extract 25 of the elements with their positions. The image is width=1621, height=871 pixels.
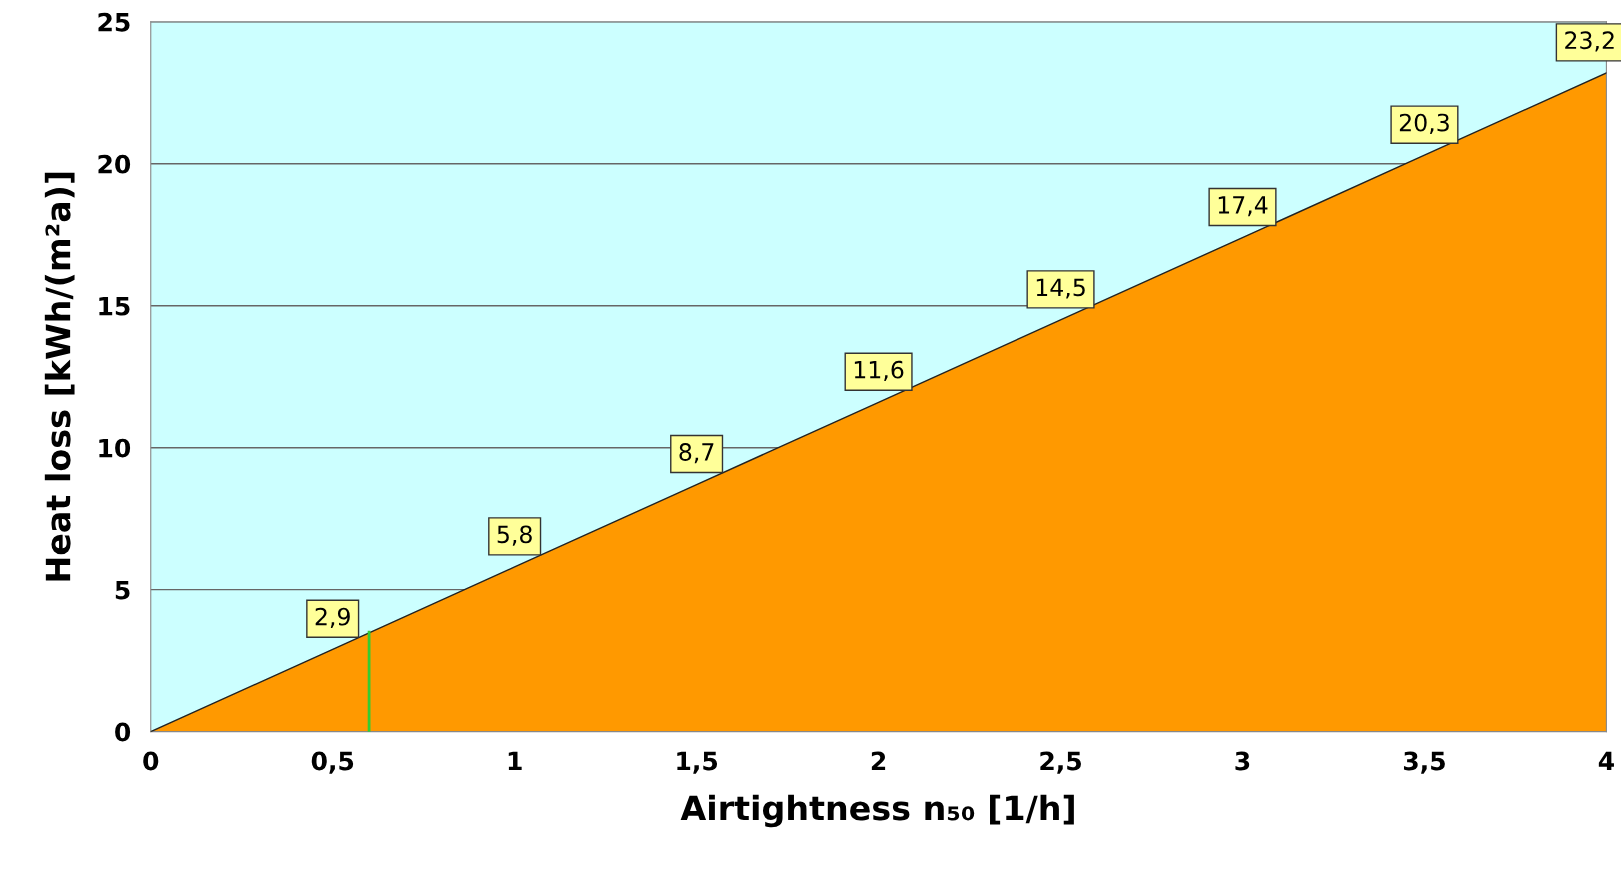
x-tick-label: 1 (508, 751, 522, 771)
x-tick-label: 0 (143, 751, 159, 771)
y-axis-title: Heat loss [kWh/(m²a)] (44, 172, 75, 581)
data-label: 2,9 (315, 607, 350, 628)
data-label: 17,4 (1218, 196, 1268, 217)
y-tick-label: 5 (115, 580, 130, 600)
x-tick-label: 3 (1235, 751, 1250, 771)
x-tick-label: 4 (1598, 751, 1614, 771)
y-tick-label: 25 (98, 12, 130, 32)
data-label: 5,8 (497, 525, 532, 546)
x-tick-label: 0,5 (311, 751, 354, 774)
x-tick-label: 1,5 (677, 751, 718, 774)
x-tick-label: 2,5 (1040, 751, 1081, 774)
data-label: 14,5 (1036, 278, 1085, 299)
data-label: 20,3 (1399, 113, 1449, 134)
y-tick-label: 10 (99, 438, 131, 458)
y-tick-label: 0 (115, 722, 131, 742)
x-axis-title: Airtightness n₅₀ [1/h] (680, 794, 1074, 828)
x-tick-label: 3,5 (1403, 751, 1445, 774)
y-tick-label: 15 (99, 296, 130, 316)
x-tick-label: 2 (871, 751, 886, 771)
data-label: 8,7 (679, 443, 714, 464)
data-label: 11,6 (854, 360, 904, 381)
data-label: 23,2 (1565, 31, 1614, 52)
y-tick-label: 20 (98, 154, 131, 174)
